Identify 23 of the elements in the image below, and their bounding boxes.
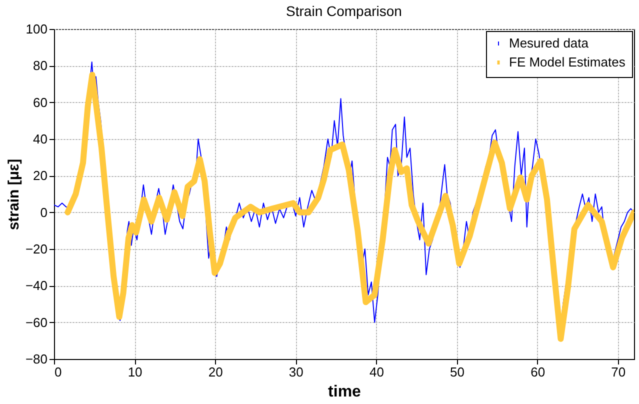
x-axis-title: time — [328, 384, 362, 400]
y-tick-label: −40 — [25, 278, 48, 294]
x-tick-label: 70 — [611, 364, 626, 380]
y-tick-label: 100 — [26, 22, 48, 36]
x-tick-label: 0 — [54, 364, 62, 380]
y-tick-label: 80 — [33, 58, 48, 74]
y-axis-title: strain [με] — [5, 158, 22, 230]
x-tick-label: 60 — [530, 364, 546, 380]
y-tick-label: −20 — [25, 242, 48, 256]
x-tick-label: 20 — [208, 364, 223, 380]
x-tick-label: 50 — [450, 364, 465, 380]
y-tick-label: 40 — [33, 132, 48, 146]
y-tick-label: 20 — [33, 168, 48, 184]
y-tick-label: −80 — [25, 352, 48, 366]
legend-label: FE Model Estimates — [509, 54, 626, 70]
x-tick-label: 10 — [128, 364, 142, 380]
y-tick-label: −60 — [25, 314, 48, 330]
chart-title: Strain Comparison — [286, 3, 402, 19]
y-tick-label: 60 — [33, 94, 48, 110]
x-tick-label: 40 — [369, 364, 384, 380]
legend-label: Mesured data — [509, 36, 590, 50]
x-tick-label: 30 — [288, 364, 304, 380]
y-tick-label: 0 — [40, 204, 48, 220]
